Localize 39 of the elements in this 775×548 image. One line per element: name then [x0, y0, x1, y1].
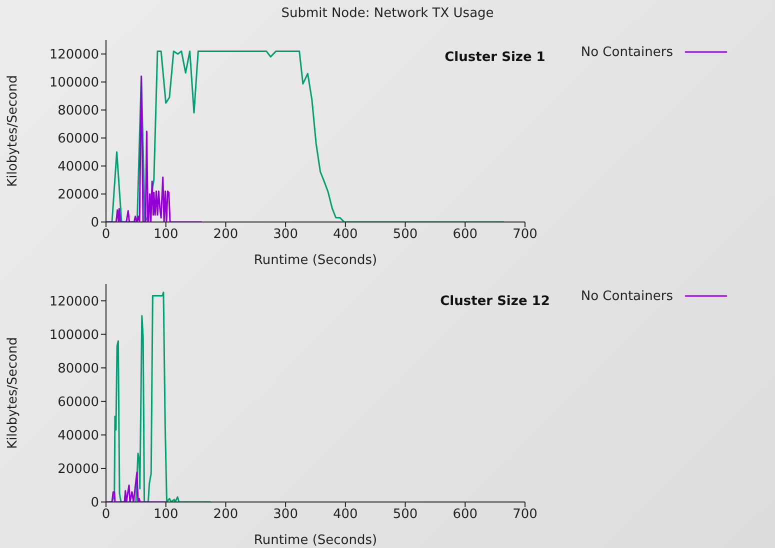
y-axis-title: Kilobytes/Second — [6, 75, 21, 187]
x-tick-label: 600 — [452, 227, 478, 242]
y-tick-label: 100000 — [49, 328, 99, 343]
x-tick-label: 500 — [392, 507, 418, 522]
x-tick-label: 300 — [273, 507, 298, 522]
x-tick-label: 400 — [333, 227, 358, 242]
text: Cluster Size 1 — [444, 50, 546, 65]
x-tick-label: 100 — [153, 227, 178, 242]
legend-label: No Containers — [580, 288, 673, 304]
x-axis-title: Runtime (Seconds) — [254, 253, 378, 268]
x-tick-label: 200 — [213, 507, 238, 522]
y-tick-label: 120000 — [49, 48, 99, 63]
x-axis-title: Runtime (Seconds) — [254, 533, 378, 548]
y-tick-label: 60000 — [58, 132, 99, 147]
x-tick-label: 500 — [392, 227, 418, 242]
x-tick-label: 700 — [512, 507, 538, 522]
x-tick-label: 400 — [333, 507, 358, 522]
x-tick-label: 0 — [102, 507, 110, 522]
x-tick-label: 200 — [213, 227, 238, 242]
y-tick-label: 20000 — [58, 188, 99, 203]
x-tick-label: 700 — [512, 227, 538, 242]
y-tick-label: 80000 — [58, 104, 99, 119]
x-tick-label: 100 — [153, 507, 178, 522]
y-axis-title: Kilobytes/Second — [6, 337, 21, 449]
text: Cluster Size 12 — [440, 294, 550, 309]
y-tick-label: 0 — [90, 216, 99, 231]
y-tick-label: 60000 — [58, 395, 99, 410]
y-tick-label: 40000 — [58, 428, 99, 444]
x-tick-label: 0 — [102, 227, 110, 242]
y-tick-label: 40000 — [58, 160, 99, 175]
y-tick-label: 80000 — [58, 361, 99, 376]
x-tick-label: 300 — [273, 227, 298, 242]
y-tick-label: 120000 — [49, 294, 99, 310]
y-tick-label: 20000 — [58, 462, 99, 478]
y-tick-label: 100000 — [49, 76, 99, 91]
legend-label: No Containers — [580, 44, 673, 60]
y-tick-label: 0 — [90, 496, 99, 511]
x-tick-label: 600 — [452, 507, 478, 522]
chart-title: Submit Node: Network TX Usage — [280, 6, 495, 21]
